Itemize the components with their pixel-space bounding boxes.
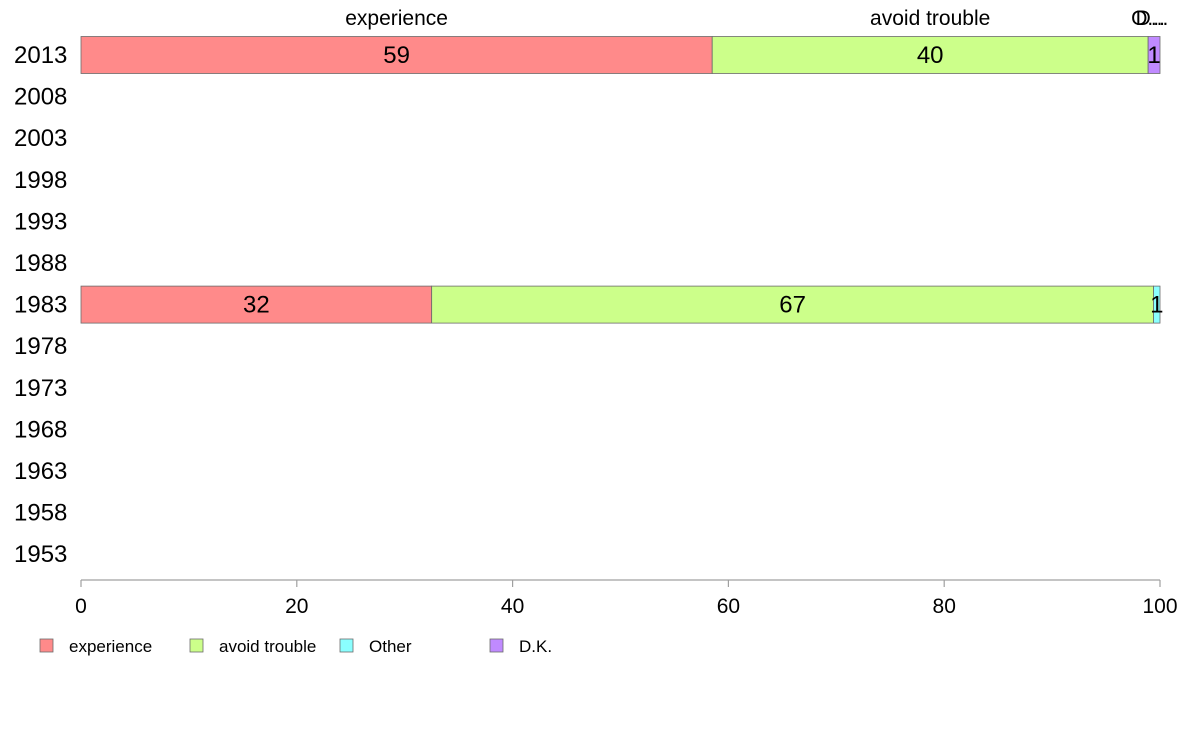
x-tick-label-60: 60 bbox=[717, 595, 740, 618]
x-tick-label-0: 0 bbox=[75, 595, 87, 618]
year-label-2013: 2013 bbox=[14, 42, 67, 69]
year-label-1993: 1993 bbox=[14, 208, 67, 235]
year-label-1978: 1978 bbox=[14, 333, 67, 360]
year-label-1973: 1973 bbox=[14, 375, 67, 402]
year-label-1958: 1958 bbox=[14, 500, 67, 527]
legend-label-avoid-trouble: avoid trouble bbox=[219, 637, 316, 656]
bar-2013-d-k bbox=[1147, 36, 1161, 74]
legend-swatch-avoid-trouble bbox=[189, 638, 204, 653]
top-segment-labels: experience avoid trouble O...D... bbox=[345, 7, 1168, 30]
x-axis: 0 20 40 60 80 100 bbox=[75, 579, 1178, 618]
value-label-1983-experience: 32 bbox=[243, 292, 270, 319]
legend-label-experience: experience bbox=[69, 637, 152, 656]
value-label-1983-other: 1 bbox=[1150, 292, 1163, 319]
legend-label-d-k: D.K. bbox=[519, 637, 552, 656]
top-label-other: O... bbox=[1131, 7, 1165, 30]
legend: experience avoid trouble Other D.K. bbox=[39, 637, 552, 656]
year-labels: 2013 2008 2003 1998 1993 1988 1983 1978 1973 1968… bbox=[14, 42, 67, 568]
legend-swatch-other bbox=[339, 638, 354, 653]
year-label-2003: 2003 bbox=[14, 125, 67, 152]
top-label-avoid-trouble: avoid trouble bbox=[870, 7, 990, 30]
x-tick-label-40: 40 bbox=[501, 595, 524, 618]
bar-2013-experience bbox=[80, 36, 713, 74]
year-label-2008: 2008 bbox=[14, 84, 67, 111]
year-label-1953: 1953 bbox=[14, 541, 67, 568]
value-label-2013-avoid-trouble: 40 bbox=[917, 42, 944, 69]
value-label-2013-experience: 59 bbox=[383, 42, 410, 69]
legend-label-other: Other bbox=[369, 637, 412, 656]
legend-swatch-d-k bbox=[489, 638, 504, 653]
value-label-1983-avoid-trouble: 67 bbox=[779, 292, 806, 319]
year-label-1988: 1988 bbox=[14, 250, 67, 277]
value-label-2013-d-k: 1 bbox=[1147, 42, 1160, 69]
bars-layer: 59 40 1 32 67 1 bbox=[80, 36, 1163, 324]
top-label-experience: experience bbox=[345, 7, 448, 30]
bar-2013-avoid-trouble bbox=[711, 36, 1149, 74]
year-label-1998: 1998 bbox=[14, 167, 67, 194]
x-tick-label-20: 20 bbox=[285, 595, 308, 618]
year-label-1963: 1963 bbox=[14, 458, 67, 485]
x-tick-label-80: 80 bbox=[933, 595, 956, 618]
legend-swatch-experience bbox=[39, 638, 54, 653]
bar-1983-other bbox=[1153, 285, 1161, 324]
year-label-1968: 1968 bbox=[14, 416, 67, 443]
top-label-d-k: D... bbox=[1136, 7, 1169, 30]
year-label-1983: 1983 bbox=[14, 292, 67, 319]
x-tick-label-100: 100 bbox=[1142, 595, 1177, 618]
